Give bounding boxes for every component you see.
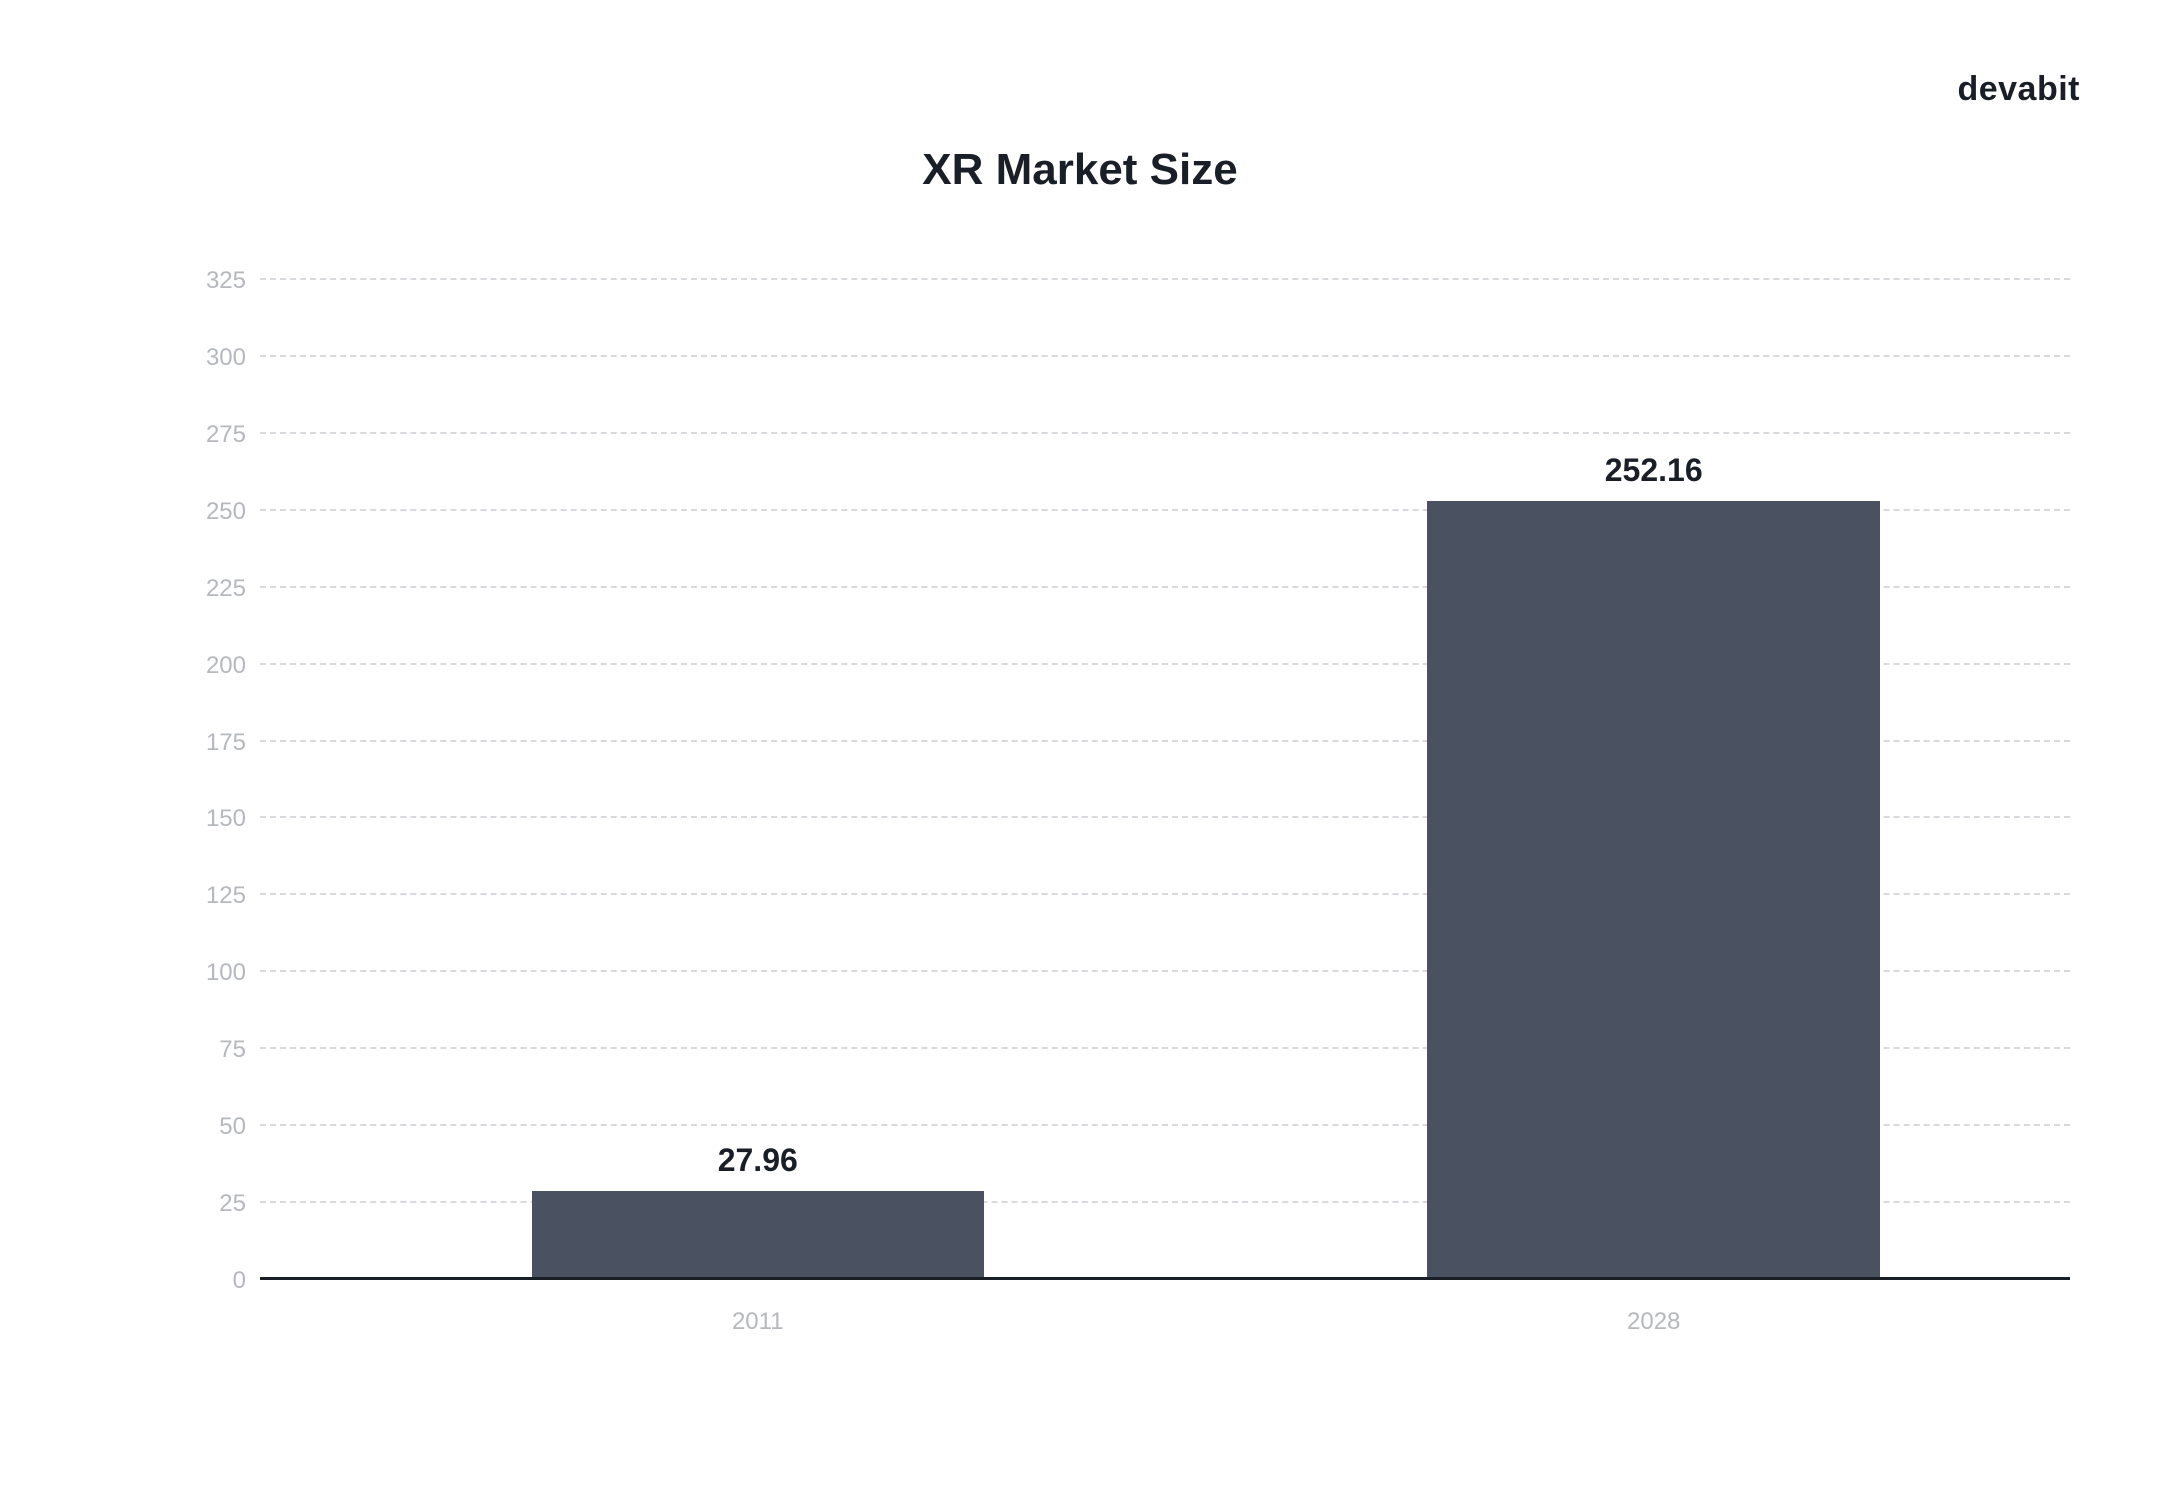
y-tick-label: 200 bbox=[206, 652, 246, 680]
y-tick-label: 325 bbox=[206, 267, 246, 295]
y-tick-label: 225 bbox=[206, 575, 246, 603]
y-tick-label: 0 bbox=[233, 1267, 246, 1295]
chart-title: XR Market Size bbox=[0, 145, 2160, 195]
x-tick-label: 2028 bbox=[1627, 1308, 1680, 1336]
y-tick-label: 275 bbox=[206, 421, 246, 449]
y-tick-label: 175 bbox=[206, 729, 246, 757]
y-tick-label: 50 bbox=[219, 1113, 246, 1141]
y-tick-label: 100 bbox=[206, 959, 246, 987]
gridline bbox=[260, 278, 2070, 280]
y-tick-label: 150 bbox=[206, 805, 246, 833]
x-axis-line bbox=[260, 1277, 2070, 1280]
y-tick-label: 250 bbox=[206, 498, 246, 526]
bar-value-label: 27.96 bbox=[718, 1142, 798, 1179]
watermark: devabit bbox=[1957, 70, 2080, 109]
bar: 27.96 bbox=[532, 1191, 985, 1277]
plot-area: 025507510012515017520022525027530032527.… bbox=[260, 280, 2070, 1280]
x-tick-label: 2011 bbox=[732, 1308, 784, 1336]
gridline bbox=[260, 432, 2070, 434]
gridline bbox=[260, 355, 2070, 357]
y-tick-label: 125 bbox=[206, 882, 246, 910]
bar: 252.16 bbox=[1427, 501, 1880, 1277]
y-tick-label: 75 bbox=[219, 1036, 246, 1064]
bar-value-label: 252.16 bbox=[1605, 452, 1703, 489]
chart-area: Market size in billion US. dollars 02550… bbox=[150, 280, 2070, 1340]
y-tick-label: 300 bbox=[206, 344, 246, 372]
y-tick-label: 25 bbox=[219, 1190, 246, 1218]
